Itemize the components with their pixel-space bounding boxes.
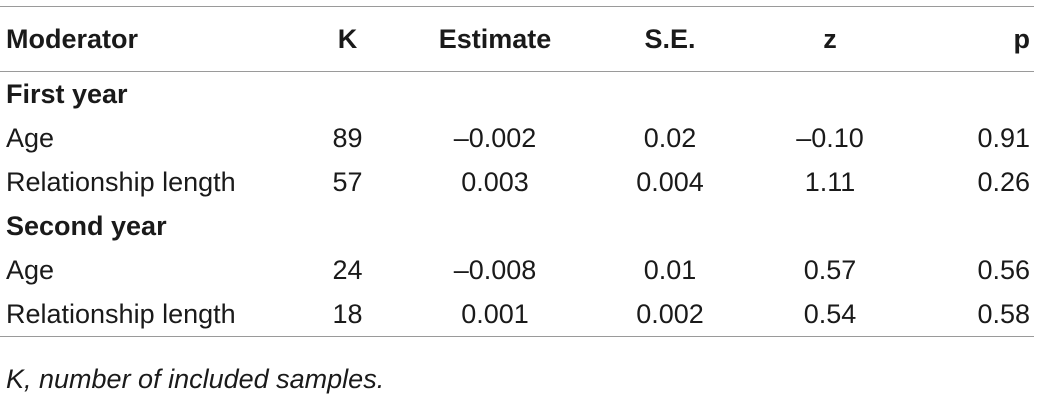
cell-p: 0.58: [977, 298, 1030, 329]
table-row: Relationship length 57 0.003 0.004 1.11 …: [0, 160, 1034, 204]
header-p: p: [1013, 23, 1031, 54]
cell-k: 89: [332, 122, 363, 153]
cell-z: 0.54: [803, 298, 857, 329]
cell-p: 0.91: [977, 122, 1030, 153]
table-row: Age 24 –0.008 0.01 0.57 0.56: [0, 248, 1034, 292]
cell-estimate: 0.001: [461, 298, 529, 329]
cell-moderator: Age: [6, 122, 55, 153]
table-row: Age 89 –0.002 0.02 –0.10 0.91: [0, 116, 1034, 160]
cell-moderator: Relationship length: [6, 298, 236, 329]
section-row-first-year: First year: [0, 72, 1034, 117]
table-body: First year Age 89 –0.002 0.02 –0.10 0.91…: [0, 72, 1034, 337]
cell-se: 0.01: [643, 254, 697, 285]
cell-se: 0.02: [643, 122, 697, 153]
section-title: First year: [6, 78, 128, 109]
table-footnote: K, number of included samples.: [6, 364, 385, 394]
header-moderator: Moderator: [6, 23, 139, 54]
cell-z: 1.11: [804, 166, 856, 197]
header-estimate: Estimate: [438, 23, 552, 54]
table-header: Moderator K Estimate S.E. z p: [0, 6, 1034, 72]
cell-moderator: Relationship length: [6, 166, 236, 197]
cell-se: 0.004: [636, 166, 704, 197]
section-title: Second year: [6, 210, 167, 241]
cell-k: 24: [332, 254, 363, 285]
header-z: z: [823, 23, 837, 54]
cell-k: 57: [332, 166, 363, 197]
cell-z: 0.57: [803, 254, 857, 285]
cell-p: 0.56: [977, 254, 1030, 285]
cell-estimate: –0.008: [453, 254, 537, 285]
cell-k: 18: [332, 298, 363, 329]
cell-moderator: Age: [6, 254, 55, 285]
cell-p: 0.26: [977, 166, 1030, 197]
cell-estimate: –0.002: [453, 122, 537, 153]
cell-z: –0.10: [796, 122, 864, 153]
moderator-table: Moderator K Estimate S.E. z p First year…: [0, 6, 1034, 337]
header-k: K: [337, 23, 358, 54]
cell-estimate: 0.003: [461, 166, 529, 197]
table-row: Relationship length 18 0.001 0.002 0.54 …: [0, 292, 1034, 337]
header-row: Moderator K Estimate S.E. z p: [0, 6, 1034, 72]
cell-se: 0.002: [636, 298, 704, 329]
header-se: S.E.: [644, 23, 696, 54]
section-row-second-year: Second year: [0, 204, 1034, 248]
